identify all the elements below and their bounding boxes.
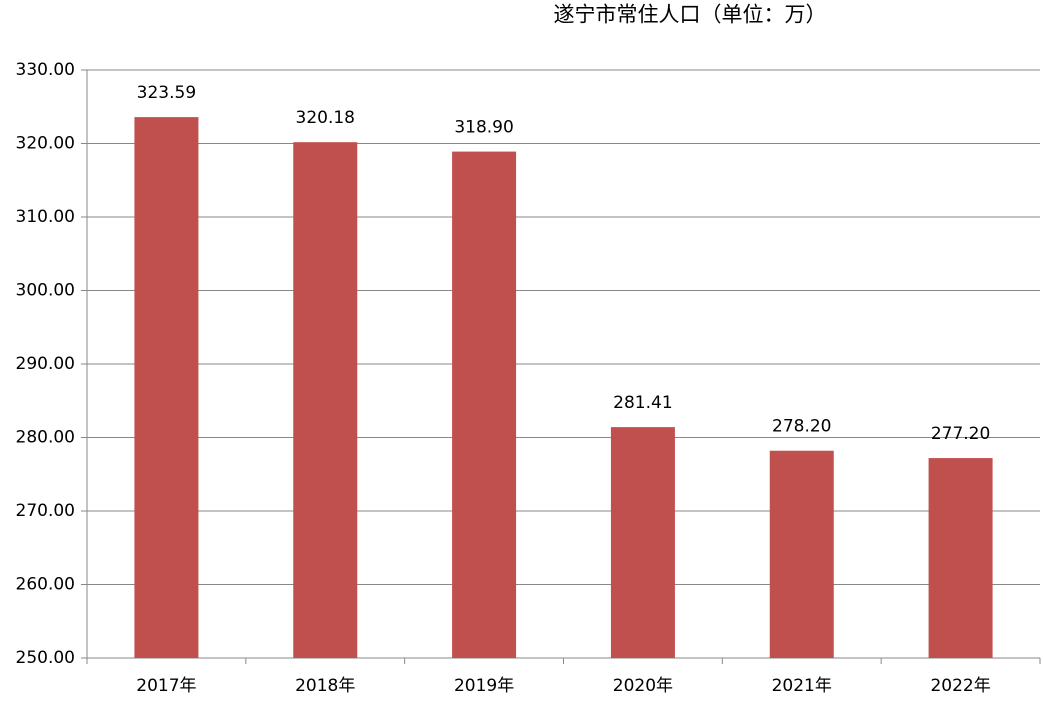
- bar: [452, 151, 517, 658]
- data-label: 281.41: [613, 393, 672, 413]
- y-tick-label: 300.00: [16, 281, 75, 301]
- x-tick-label: 2017年: [136, 676, 196, 696]
- x-tick-label: 2022年: [930, 676, 990, 696]
- bar: [293, 142, 358, 658]
- bar: [928, 458, 993, 658]
- y-tick-label: 270.00: [16, 501, 75, 521]
- chart-title: 遂宁市常住人口（单位：万）: [554, 3, 827, 27]
- y-tick-label: 250.00: [16, 648, 75, 668]
- y-tick-label: 280.00: [16, 428, 75, 448]
- x-tick-label: 2020年: [613, 676, 673, 696]
- data-label: 278.20: [772, 417, 831, 437]
- y-tick-label: 320.00: [16, 134, 75, 154]
- y-tick-label: 310.00: [16, 207, 75, 227]
- x-tick-label: 2021年: [772, 676, 832, 696]
- bar: [769, 450, 834, 658]
- x-tick-label: 2019年: [454, 676, 514, 696]
- bar: [134, 117, 199, 658]
- data-label: 323.59: [137, 83, 196, 103]
- data-label: 277.20: [931, 424, 990, 444]
- y-tick-label: 330.00: [16, 60, 75, 80]
- y-tick-label: 290.00: [16, 354, 75, 374]
- data-label: 318.90: [454, 118, 513, 138]
- y-tick-label: 260.00: [16, 575, 75, 595]
- data-label: 320.18: [296, 108, 355, 128]
- bar: [610, 427, 675, 658]
- x-tick-label: 2018年: [295, 676, 355, 696]
